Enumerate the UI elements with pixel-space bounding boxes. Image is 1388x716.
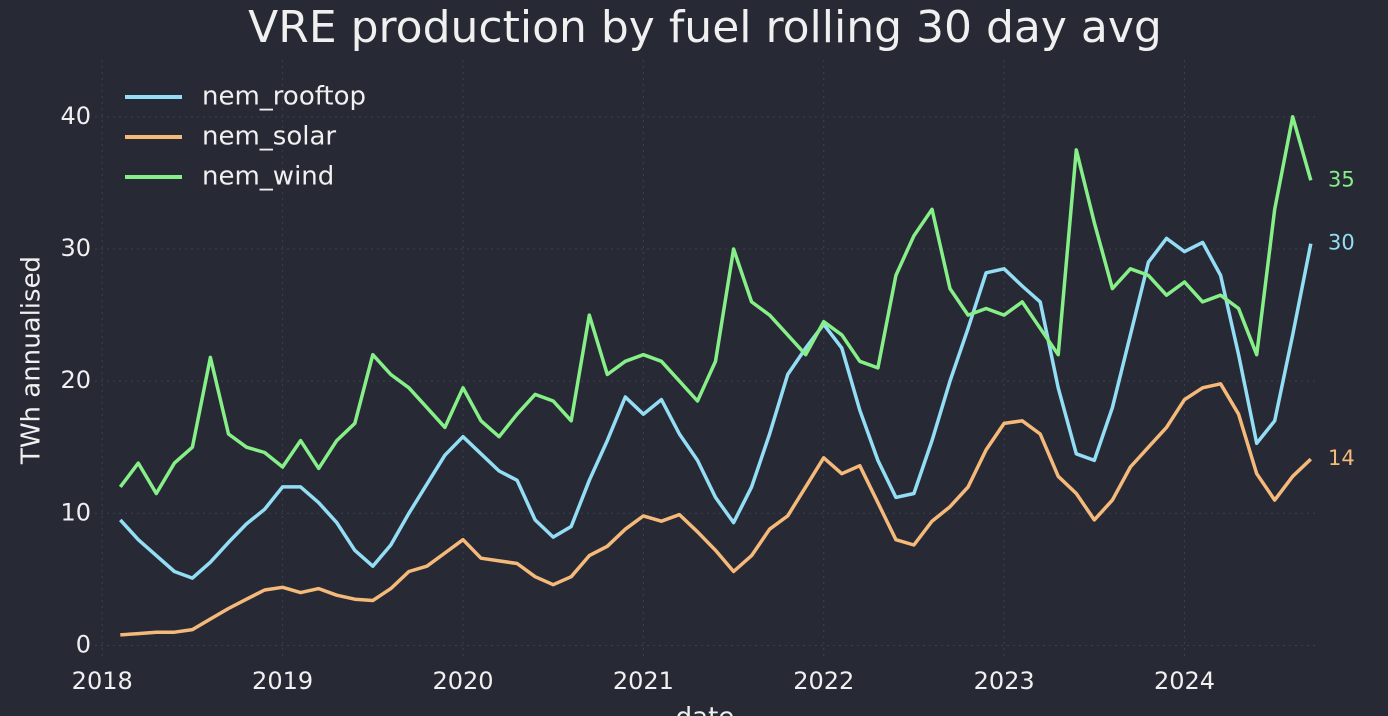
x-tick-label: 2023	[974, 667, 1035, 695]
end-label: 30	[1328, 231, 1355, 255]
x-axis-label: date	[676, 703, 735, 716]
y-tick-label: 10	[60, 498, 91, 526]
line-series	[119, 236, 1313, 580]
y-tick-label: 20	[60, 366, 91, 394]
line-series	[118, 115, 1313, 496]
line-series	[120, 382, 1313, 637]
end-label: 35	[1328, 167, 1355, 191]
y-tick-label: 30	[60, 234, 91, 262]
x-tick-label: 2020	[432, 667, 493, 695]
end-label: 14	[1328, 446, 1355, 470]
x-tick-label: 2021	[613, 667, 674, 695]
legend-label: nem_rooftop	[202, 82, 366, 112]
y-tick-label: 40	[60, 102, 91, 130]
chart-title: VRE production by fuel rolling 30 day av…	[248, 2, 1162, 53]
legend-label: nem_wind	[202, 162, 334, 192]
legend-label: nem_solar	[202, 122, 336, 152]
y-tick-label: 0	[76, 630, 91, 658]
x-tick-label: 2024	[1154, 667, 1215, 695]
y-axis-label: TWh annualised	[17, 256, 47, 465]
x-tick-label: 2022	[793, 667, 854, 695]
x-tick-label: 2018	[72, 667, 133, 695]
x-tick-label: 2019	[252, 667, 313, 695]
